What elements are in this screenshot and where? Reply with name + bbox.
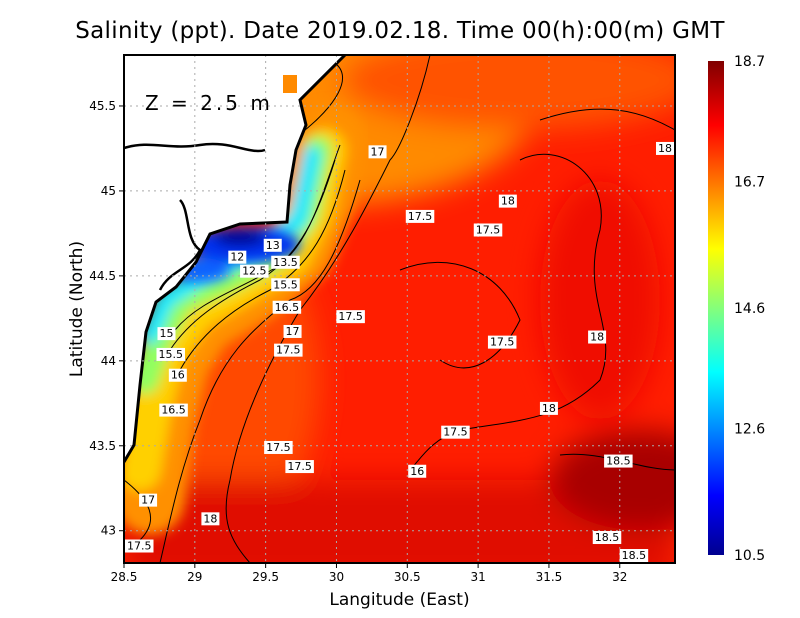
contour-label-bg [441,425,470,439]
contour-label: 18 [542,402,556,415]
contour-label: 17.5 [127,540,152,553]
y-tick-label: 44.5 [89,269,116,283]
coastline [124,55,347,463]
contour-label-bg [125,539,154,553]
contour-label-bg [405,209,435,223]
contour-label: 18 [658,142,672,155]
contour-label: 18 [590,331,604,344]
plot-frame [123,54,676,564]
contour-label: 13.5 [273,256,298,269]
contour-label-bg [263,238,282,252]
contour-label: 16.5 [161,404,186,417]
contour-label-bg [368,145,387,159]
contour-label: 17.5 [266,441,291,454]
contour-label: 18.5 [606,455,631,468]
colorbar-ticks: 18.7 16.7 14.6 12.6 10.5 [734,54,765,564]
y-tick-label: 44 [101,354,116,368]
colorbar-tick-label: 16.7 [734,174,765,190]
grid [124,55,675,563]
contour-lines [124,55,675,563]
x-tick-label: 31.5 [536,570,563,584]
contour-label: 18 [501,195,515,208]
chart-title: Salinity (ppt). Date 2019.02.18. Time 00… [75,18,725,44]
colorbar-tick-label: 10.5 [734,548,765,564]
contour-label: 16.5 [275,301,300,314]
y-axis-label: Latitude (North) [67,241,87,377]
y-axis: 45.5 45 44.5 44 43.5 43 [89,99,124,538]
contour-label-bg [272,300,302,314]
x-tick-label: 30.5 [394,570,421,584]
contour-label-bg [274,343,303,357]
contour-label-bg [240,264,269,278]
contour-label-bg [592,531,622,545]
contour-label-bg [498,194,517,208]
contour-label-bg [619,549,649,562]
x-tick-label: 29.5 [252,570,279,584]
contour-label-bg [656,141,674,155]
contour-label: 17.5 [287,460,312,473]
contour-label-bg [201,512,220,526]
colorbar-tick-label: 14.6 [734,301,765,317]
depth-annotation: Z = 2.5 m [145,91,273,115]
contour-label: 17.5 [276,344,301,357]
contour-label-bg [139,493,158,507]
x-tick-label: 32 [612,570,627,584]
contour-label-bg [336,310,365,324]
colorbar [708,61,724,555]
land [124,55,347,463]
contour-label: 17.5 [408,210,433,223]
contour-label-bg [156,347,185,361]
contour-label-bg [487,335,517,349]
y-tick-label: 43.5 [89,439,116,453]
contour-label: 18 [203,512,217,525]
contour-label: 17 [371,145,385,158]
contour-label-bg [283,324,302,338]
contour-label-bg [271,255,300,269]
contour-label-bg [271,278,300,292]
contour-label: 17 [141,494,155,507]
contour-label: 18.5 [595,531,620,544]
x-tick-label: 28.5 [111,570,138,584]
contour-label-bg [604,454,633,468]
contour-label-bg [285,460,314,474]
contour-label-bg [264,440,293,454]
contour-label: 16 [410,465,424,478]
y-tick-label: 45.5 [89,99,116,113]
contour-label: 16 [171,369,185,382]
x-tick-label: 30 [329,570,344,584]
x-tick-label: 31 [470,570,485,584]
y-tick-label: 43 [101,524,116,538]
contour-label: 17.5 [338,310,363,323]
contour-label-bg [408,464,427,478]
contour-label: 13 [266,239,280,252]
contour-label-bg [159,403,188,417]
contour-label: 12 [230,251,244,264]
contour-label: 18.5 [622,549,647,562]
colorbar-tick-label: 18.7 [734,54,765,70]
contour-label: 12.5 [242,265,267,278]
x-axis: 28.5 29 29.5 30 30.5 31 31.5 32 [111,563,627,584]
contour-label: 15 [159,327,173,340]
y-tick-label: 45 [101,184,116,198]
contour-label-bg [588,330,607,344]
contour-label-bg [168,368,187,382]
colorbar-tick-label: 12.6 [734,421,765,437]
contour-label: 15.5 [273,278,298,291]
contour-label: 17.5 [476,223,501,236]
x-axis-label: Langitude (East) [329,590,470,610]
contour-label: 17.5 [443,426,468,439]
contour-label: 15.5 [158,348,183,361]
contour-label: 17 [286,325,300,338]
contour-label-bg [473,223,503,237]
x-tick-label: 29 [187,570,202,584]
contour-label-bg [228,250,247,264]
contour-label-bg [157,327,176,341]
contour-label-bg [539,401,558,415]
contour-label: 17.5 [490,336,515,349]
